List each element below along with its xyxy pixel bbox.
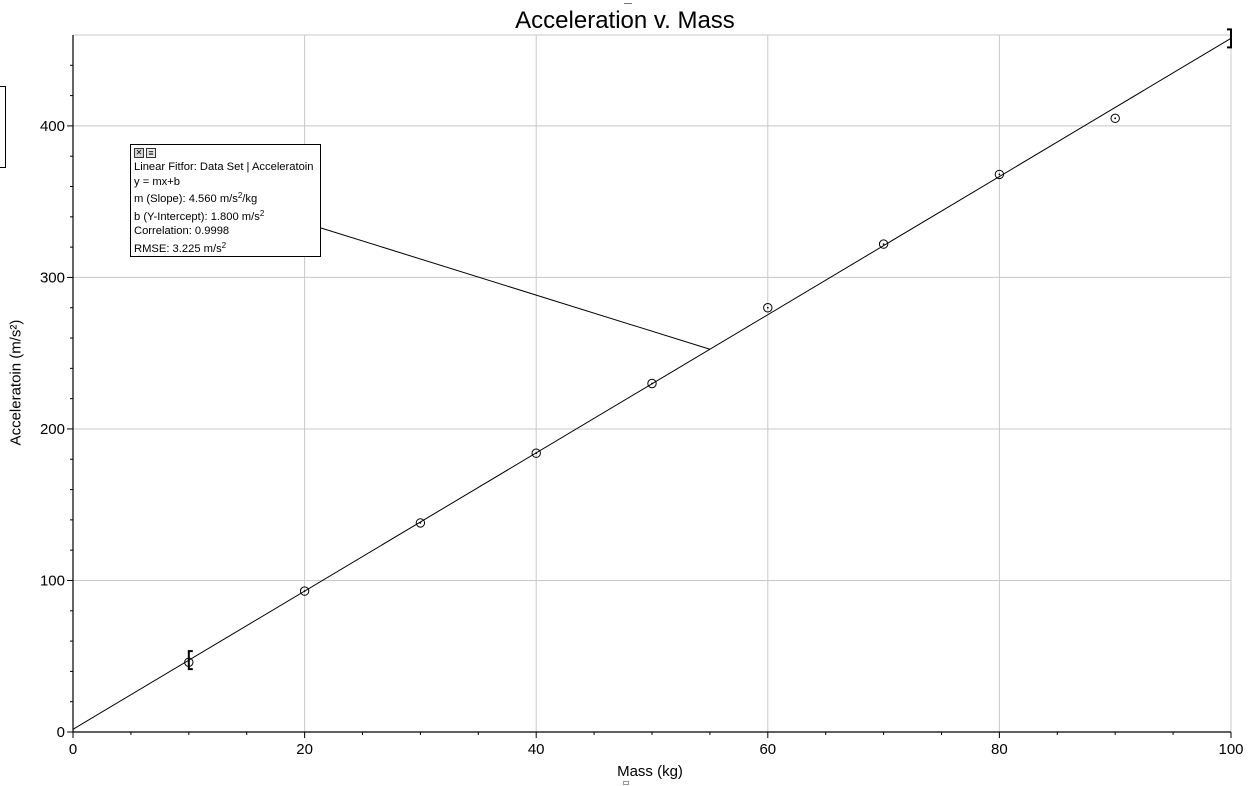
data-point xyxy=(647,378,657,389)
fit-intercept: b (Y-Intercept): 1.800 m/s2 xyxy=(134,207,317,225)
axis-ticks: 0 20 40 60 80 100 0 100 200 300 400 xyxy=(40,64,1244,758)
close-icon[interactable]: ✕ xyxy=(134,148,144,158)
fit-rmse: RMSE: 3.225 m/s2 xyxy=(134,239,317,257)
data-point-circle xyxy=(415,518,426,528)
fit-slope-unit: /kg xyxy=(242,193,258,205)
chart-title: Acceleration v. Mass xyxy=(515,7,735,34)
data-point-circle xyxy=(878,239,889,249)
x-tick-label: 20 xyxy=(296,741,313,758)
y-axis-label: Acceleratoin (m/s²) xyxy=(7,319,25,446)
xlabel-mark xyxy=(623,781,629,785)
side-bracket xyxy=(0,86,6,168)
data-point-dot xyxy=(651,382,653,385)
data-point-dot xyxy=(882,243,885,246)
data-point-dot xyxy=(1114,117,1117,120)
left-range-bracket xyxy=(187,650,193,671)
data-point xyxy=(415,518,426,528)
fit-box-controls: ✕ ≡ xyxy=(134,148,317,159)
y-tick-label: 300 xyxy=(40,269,65,286)
data-point-circle xyxy=(531,448,541,458)
fit-rmse-sup: 2 xyxy=(221,240,227,250)
y-tick-label: 400 xyxy=(40,118,65,135)
data-point xyxy=(1110,113,1120,124)
x-tick-label: 60 xyxy=(759,741,776,758)
x-tick-label: 80 xyxy=(991,741,1008,758)
data-point xyxy=(994,169,1005,180)
data-point xyxy=(299,586,310,596)
data-point-circle xyxy=(763,303,773,313)
y-tick-label: 200 xyxy=(40,421,65,438)
data-point-circle xyxy=(647,378,657,389)
data-point-circle xyxy=(299,586,310,596)
right-range-bracket xyxy=(1227,28,1232,49)
data-point-circle xyxy=(994,169,1005,180)
connector-line xyxy=(320,227,711,350)
fit-rmse-label: RMSE: 3.225 m/s xyxy=(134,242,222,255)
data-point xyxy=(763,303,773,313)
data-point-circle xyxy=(1110,113,1120,124)
x-axis-label: Mass (kg) xyxy=(617,763,683,780)
range-brackets xyxy=(187,28,1232,671)
fit-title: Linear Fitfor: Data Set | Acceleratoin xyxy=(134,161,314,173)
data-point-dot xyxy=(419,522,422,524)
menu-icon[interactable]: ≡ xyxy=(146,148,156,158)
fit-slope: m (Slope): 4.560 m/s2/kg xyxy=(134,189,317,207)
x-tick-label: 0 xyxy=(69,741,77,758)
data-point xyxy=(878,239,889,249)
fit-slope-label: m (Slope): 4.560 m/s xyxy=(134,193,238,205)
linear-fit-box[interactable]: ✕ ≡ Linear Fitfor: Data Set | Accelerato… xyxy=(130,144,321,257)
fit-box-connector xyxy=(320,227,711,350)
y-tick-label: 100 xyxy=(40,572,65,589)
data-point xyxy=(531,448,541,458)
fit-intercept-label: b (Y-Intercept): 1.800 m/s xyxy=(134,210,260,223)
x-tick-label: 40 xyxy=(528,741,545,758)
fit-equation: y = mx+b xyxy=(134,175,181,188)
data-point-dot xyxy=(303,590,306,592)
y-tick-label: 0 xyxy=(57,724,65,741)
data-point-dot xyxy=(535,452,538,455)
x-tick-label: 100 xyxy=(1218,741,1243,758)
fit-slope-sup: 2 xyxy=(237,191,243,200)
title-tick-mark xyxy=(624,3,632,5)
data-point-dot xyxy=(998,173,1001,176)
fit-correlation: Correlation: 0.9998 xyxy=(134,225,230,237)
data-point-dot xyxy=(766,306,769,309)
fit-intercept-sup: 2 xyxy=(259,208,265,218)
